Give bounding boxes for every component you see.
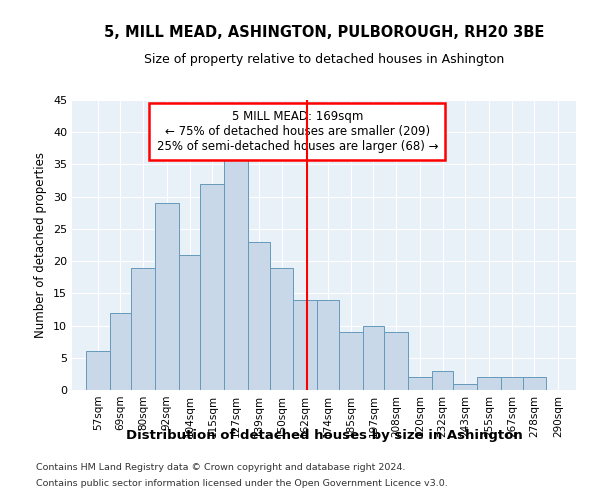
Bar [432,370,454,390]
Bar [408,377,432,390]
Bar [384,332,408,390]
Text: Size of property relative to detached houses in Ashington: Size of property relative to detached ho… [144,52,504,66]
Bar [248,242,269,390]
Text: 5 MILL MEAD: 169sqm
← 75% of detached houses are smaller (209)
25% of semi-detac: 5 MILL MEAD: 169sqm ← 75% of detached ho… [157,110,438,152]
Bar [523,377,547,390]
Bar [362,326,384,390]
Bar [269,268,293,390]
Bar [317,300,339,390]
Bar [86,352,110,390]
Bar [110,312,131,390]
Bar [224,152,248,390]
Text: 5, MILL MEAD, ASHINGTON, PULBOROUGH, RH20 3BE: 5, MILL MEAD, ASHINGTON, PULBOROUGH, RH2… [104,25,544,40]
Bar [339,332,362,390]
Bar [200,184,224,390]
Text: Distribution of detached houses by size in Ashington: Distribution of detached houses by size … [125,428,523,442]
Text: Contains public sector information licensed under the Open Government Licence v3: Contains public sector information licen… [36,478,448,488]
Bar [131,268,155,390]
Bar [501,377,523,390]
Bar [179,254,200,390]
Bar [454,384,477,390]
Bar [477,377,501,390]
Y-axis label: Number of detached properties: Number of detached properties [34,152,47,338]
Text: Contains HM Land Registry data © Crown copyright and database right 2024.: Contains HM Land Registry data © Crown c… [36,464,406,472]
Bar [293,300,317,390]
Bar [155,203,179,390]
